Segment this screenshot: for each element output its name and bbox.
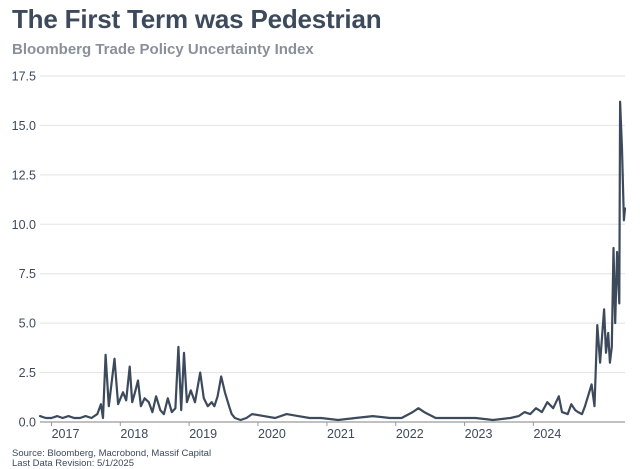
y-tick-label: 5.0 [19, 317, 36, 331]
chart-subtitle: Bloomberg Trade Policy Uncertainty Index [12, 41, 314, 58]
series-line [38, 100, 627, 422]
y-tick-label: 0.0 [19, 416, 36, 430]
source-note: Source: Bloomberg, Macrobond, Massif Cap… [12, 448, 212, 459]
x-tick-label: 2022 [396, 427, 424, 441]
y-tick-label: 2.5 [19, 366, 36, 380]
x-tick-label: 2018 [120, 427, 148, 441]
y-tick-label: 12.5 [12, 168, 36, 182]
y-tick-label: 17.5 [12, 70, 36, 84]
chart-title: The First Term was Pedestrian [12, 4, 382, 34]
x-tick-label: 2023 [465, 427, 493, 441]
x-tick-label: 2019 [189, 427, 217, 441]
x-tick-label: 2021 [327, 427, 355, 441]
x-tick-label: 2024 [533, 427, 561, 441]
x-tick-label: 2020 [258, 427, 286, 441]
y-tick-label: 7.5 [19, 267, 36, 281]
y-tick-label: 15.0 [12, 119, 36, 133]
y-tick-label: 10.0 [12, 218, 36, 232]
revision-note: Last Data Revision: 5/1/2025 [12, 458, 134, 469]
x-tick-label: 2017 [52, 427, 80, 441]
